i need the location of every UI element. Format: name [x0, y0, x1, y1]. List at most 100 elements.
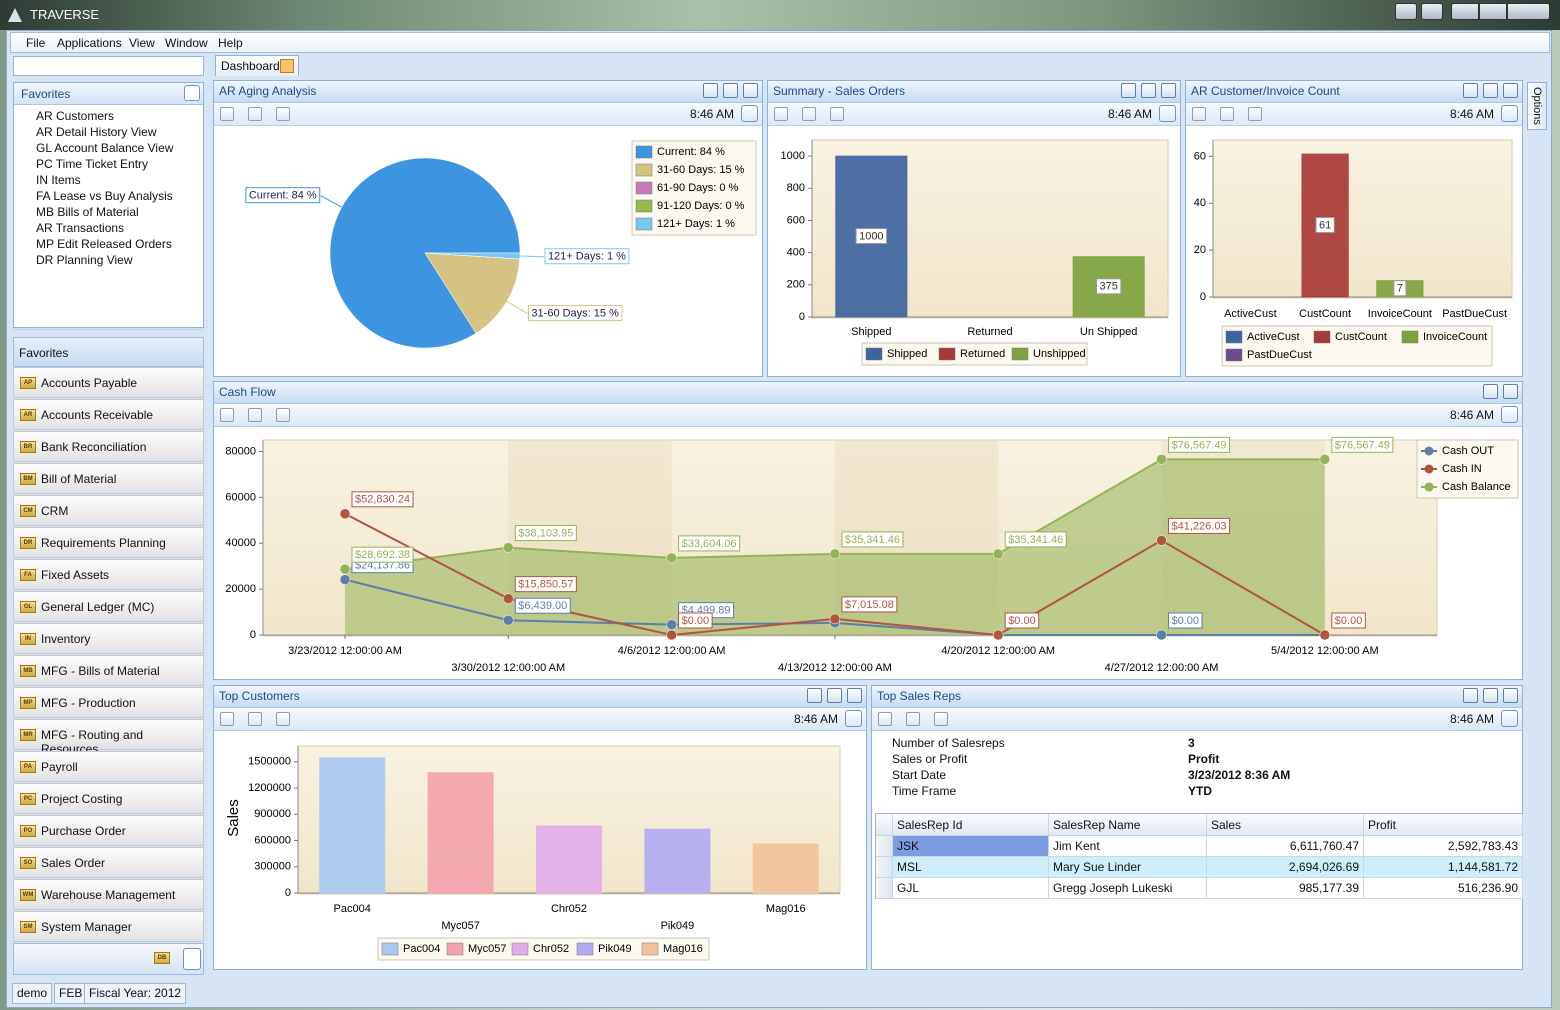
refresh-button[interactable] — [774, 107, 788, 121]
restore-button[interactable] — [703, 83, 718, 98]
menu-item[interactable]: Window — [165, 36, 208, 50]
expand-button[interactable] — [1501, 105, 1518, 122]
favorite-item[interactable]: IN Items — [36, 173, 81, 187]
minimize-button[interactable] — [1451, 3, 1479, 20]
grid-cell[interactable]: Mary Sue Linder — [1049, 857, 1207, 878]
preview-button[interactable] — [906, 712, 920, 726]
module-button[interactable]: PC Project Costing — [13, 783, 204, 814]
refresh-button[interactable] — [1192, 107, 1206, 121]
module-button[interactable]: PA Payroll — [13, 751, 204, 782]
grid-cell[interactable]: JSK — [893, 836, 1049, 857]
menu-item[interactable]: View — [129, 36, 155, 50]
grid-button[interactable] — [276, 107, 290, 121]
nav-button[interactable] — [1395, 3, 1417, 20]
footer-module-icon[interactable]: DB — [154, 952, 170, 964]
expand-button[interactable] — [1501, 710, 1518, 727]
collapse-button[interactable] — [184, 85, 200, 101]
preview-button[interactable] — [802, 107, 816, 121]
favorite-item[interactable]: MB Bills of Material — [36, 205, 139, 219]
grid-cell[interactable]: 516,236.90 — [1364, 878, 1523, 899]
column-header[interactable]: Profit — [1364, 814, 1523, 836]
preview-button[interactable] — [248, 107, 262, 121]
dashboard-tab[interactable]: Dashboard — [215, 55, 299, 76]
sidebar-search[interactable] — [13, 56, 204, 76]
module-button[interactable]: BM Bill of Material — [13, 463, 204, 494]
module-button[interactable]: MB MFG - Bills of Material — [13, 655, 204, 686]
expand-button[interactable] — [845, 710, 862, 727]
menu-item[interactable]: Applications — [57, 36, 122, 50]
module-button[interactable]: AR Accounts Receivable — [13, 399, 204, 430]
module-button[interactable]: MR MFG - Routing and Resources — [13, 719, 204, 756]
close-button[interactable] — [847, 688, 862, 703]
module-button[interactable]: SM System Manager — [13, 911, 204, 942]
pin-button[interactable] — [1483, 688, 1498, 703]
close-button[interactable] — [743, 83, 758, 98]
grid-button[interactable] — [1248, 107, 1262, 121]
module-button[interactable]: WM Warehouse Management — [13, 879, 204, 910]
grid-cell[interactable]: GJL — [893, 878, 1049, 899]
preview-button[interactable] — [1220, 107, 1234, 121]
module-button[interactable]: DR Requirements Planning — [13, 527, 204, 558]
module-button[interactable]: MP MFG - Production — [13, 687, 204, 718]
grid-cell[interactable]: 1,144,581.72 — [1364, 857, 1523, 878]
options-tab[interactable]: Options — [1527, 82, 1547, 130]
pin-button[interactable] — [723, 83, 738, 98]
restore-button[interactable] — [1463, 83, 1478, 98]
restore-button[interactable] — [1463, 688, 1478, 703]
refresh-button[interactable] — [220, 107, 234, 121]
column-header[interactable]: Sales — [1207, 814, 1364, 836]
expand-button[interactable] — [1159, 105, 1176, 122]
grid-button[interactable] — [276, 408, 290, 422]
doc-button[interactable] — [1421, 3, 1443, 20]
grid-button[interactable] — [830, 107, 844, 121]
grid-cell[interactable]: Jim Kent — [1049, 836, 1207, 857]
row-indicator[interactable] — [876, 878, 893, 899]
close-button[interactable] — [1507, 3, 1550, 20]
splitter[interactable] — [13, 329, 204, 336]
pin-button[interactable] — [1483, 83, 1498, 98]
module-button[interactable]: BR Bank Reconciliation — [13, 431, 204, 462]
grid-button[interactable] — [276, 712, 290, 726]
restore-button[interactable] — [1121, 83, 1136, 98]
favorite-item[interactable]: FA Lease vs Buy Analysis — [36, 189, 173, 203]
grid-button[interactable] — [934, 712, 948, 726]
menu-item[interactable]: Help — [218, 36, 243, 50]
expand-button[interactable] — [1501, 406, 1518, 423]
menu-item[interactable]: File — [26, 36, 46, 50]
refresh-button[interactable] — [220, 408, 234, 422]
grid-cell[interactable]: 2,694,026.69 — [1207, 857, 1364, 878]
module-button[interactable]: PO Purchase Order — [13, 815, 204, 846]
module-button[interactable]: IN Inventory — [13, 623, 204, 654]
tab-close[interactable] — [280, 59, 294, 73]
configure-button[interactable] — [183, 948, 201, 970]
favorite-item[interactable]: GL Account Balance View — [36, 141, 174, 155]
module-button[interactable]: AP Accounts Payable — [13, 367, 204, 398]
close-button[interactable] — [1503, 384, 1518, 399]
grid-cell[interactable]: 2,592,783.43 — [1364, 836, 1523, 857]
favorite-item[interactable]: AR Customers — [36, 109, 115, 123]
preview-button[interactable] — [248, 712, 262, 726]
maximize-button[interactable] — [1479, 3, 1507, 20]
row-indicator[interactable] — [876, 836, 893, 857]
column-header[interactable]: SalesRep Name — [1049, 814, 1207, 836]
favorite-item[interactable]: AR Transactions — [36, 221, 125, 235]
close-button[interactable] — [1503, 83, 1518, 98]
pin-button[interactable] — [827, 688, 842, 703]
pin-button[interactable] — [1483, 384, 1498, 399]
module-button[interactable]: SO Sales Order — [13, 847, 204, 878]
grid-cell[interactable]: 985,177.39 — [1207, 878, 1364, 899]
module-button[interactable]: GL General Ledger (MC) — [13, 591, 204, 622]
grid-cell[interactable]: MSL — [893, 857, 1049, 878]
favorite-item[interactable]: MP Edit Released Orders — [36, 237, 172, 251]
expand-button[interactable] — [741, 105, 758, 122]
preview-button[interactable] — [248, 408, 262, 422]
grid-cell[interactable]: 6,611,760.47 — [1207, 836, 1364, 857]
column-header[interactable]: SalesRep Id — [893, 814, 1049, 836]
module-button[interactable]: FA Fixed Assets — [13, 559, 204, 590]
favorite-item[interactable]: AR Detail History View — [36, 125, 157, 139]
row-indicator[interactable] — [876, 857, 893, 878]
favorite-item[interactable]: PC Time Ticket Entry — [36, 157, 149, 171]
favorite-item[interactable]: DR Planning View — [36, 253, 133, 267]
refresh-button[interactable] — [220, 712, 234, 726]
module-button[interactable]: CM CRM — [13, 495, 204, 526]
